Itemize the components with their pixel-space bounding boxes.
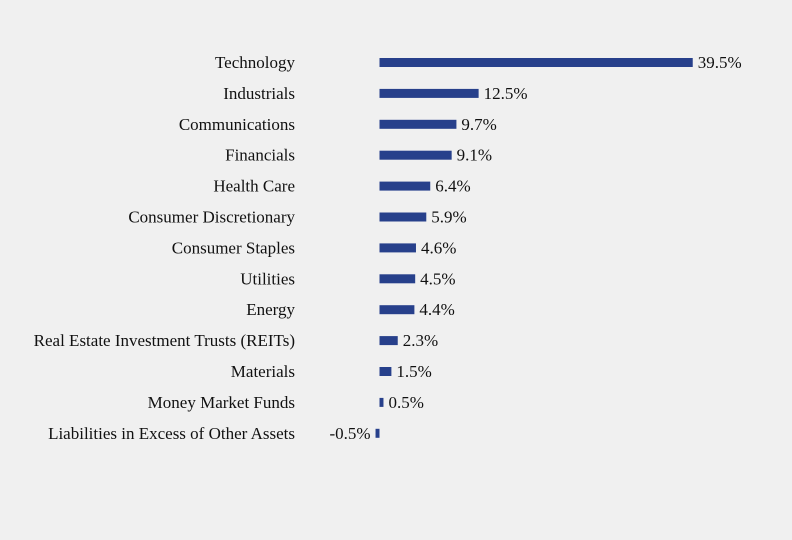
bar-communications bbox=[379, 119, 457, 129]
value-label-consumer-staples: 4.6% bbox=[421, 238, 456, 257]
value-label-industrials: 12.5% bbox=[484, 84, 528, 103]
category-label-money-market-funds: Money Market Funds bbox=[148, 393, 295, 412]
bar-consumer-staples bbox=[379, 243, 416, 253]
bar-money-market-funds bbox=[379, 397, 384, 407]
value-label-financials: 9.1% bbox=[457, 146, 492, 165]
value-label-materials: 1.5% bbox=[396, 362, 431, 381]
bar-energy bbox=[379, 305, 415, 315]
value-label-money-market-funds: 0.5% bbox=[388, 393, 423, 412]
bar-real-estate-investment-trusts-reits bbox=[379, 336, 398, 346]
value-label-real-estate-investment-trusts-reits: 2.3% bbox=[403, 331, 438, 350]
bar-utilities bbox=[379, 274, 416, 284]
category-label-industrials: Industrials bbox=[223, 84, 295, 103]
category-label-real-estate-investment-trusts-reits: Real Estate Investment Trusts (REITs) bbox=[34, 331, 295, 350]
bar-materials bbox=[379, 367, 392, 376]
category-labels: Technology Industrials Communications Finan… bbox=[34, 53, 296, 443]
value-label-technology: 39.5% bbox=[698, 53, 742, 72]
bar-health-care bbox=[379, 181, 431, 191]
bars bbox=[375, 58, 693, 438]
bar-industrials bbox=[379, 88, 479, 98]
category-label-communications: Communications bbox=[179, 115, 295, 134]
category-label-consumer-discretionary: Consumer Discretionary bbox=[128, 208, 295, 227]
category-label-financials: Financials bbox=[225, 146, 295, 165]
category-label-utilities: Utilities bbox=[240, 269, 295, 288]
bar-financials bbox=[379, 150, 452, 160]
value-label-liabilities-in-excess-of-other-assets: -0.5% bbox=[329, 424, 370, 443]
category-label-health-care: Health Care bbox=[213, 177, 295, 196]
value-label-consumer-discretionary: 5.9% bbox=[431, 208, 466, 227]
value-label-energy: 4.4% bbox=[419, 300, 454, 319]
value-label-health-care: 6.4% bbox=[435, 177, 470, 196]
value-labels: 39.5% 12.5% 9.7% 9.1% 6.4% 5.9% 4.6% 4.5% 4.4% 2.… bbox=[329, 53, 741, 443]
category-label-consumer-staples: Consumer Staples bbox=[172, 238, 295, 257]
bar-consumer-discretionary bbox=[379, 212, 427, 222]
category-label-technology: Technology bbox=[215, 53, 296, 72]
category-label-materials: Materials bbox=[231, 362, 295, 381]
category-label-energy: Energy bbox=[246, 300, 295, 319]
value-label-communications: 9.7% bbox=[461, 115, 496, 134]
bar-liabilities-in-excess-of-other-assets bbox=[375, 428, 380, 438]
bar-technology bbox=[379, 58, 693, 67]
value-label-utilities: 4.5% bbox=[420, 269, 455, 288]
category-label-liabilities-in-excess-of-other-assets: Liabilities in Excess of Other Assets bbox=[48, 424, 295, 443]
